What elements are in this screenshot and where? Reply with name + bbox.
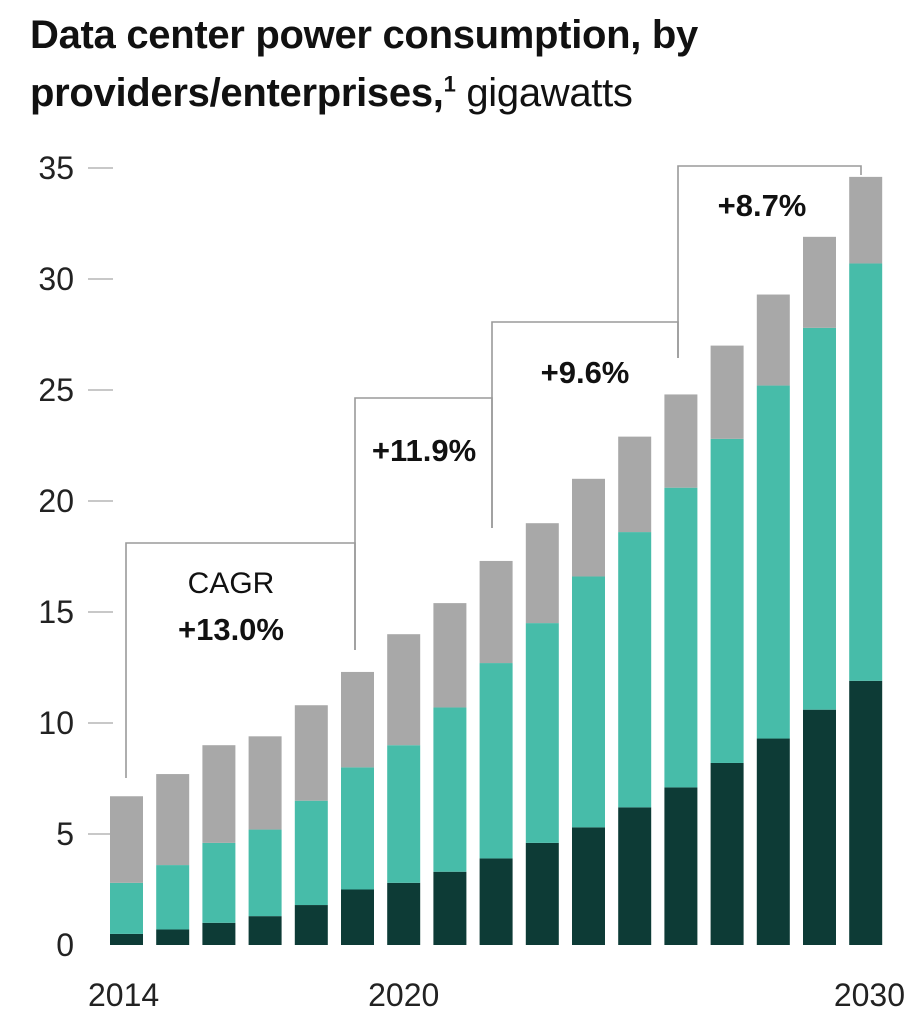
x-tick-label: 2020 [368,977,439,1013]
bar-segment-gray [618,436,652,533]
bar-segment-gray [387,634,421,746]
bar-segment-gray [849,176,883,264]
bar-segment-teal [756,385,790,739]
bar-segment-gray [202,745,236,843]
bar-segment-gray [525,523,559,624]
cagr-value: +9.6% [541,355,630,390]
bar-segment-gray [433,603,467,708]
cagr-label: CAGR [188,567,275,600]
y-tick-label: 35 [38,150,74,186]
bar-segment-dark [294,905,328,945]
chart-title: Data center power consumption, by provid… [30,6,910,122]
title-main: Data center power consumption, by provid… [30,13,698,115]
y-tick-label: 30 [38,261,74,297]
bar-segment-gray [156,774,190,866]
y-tick-label: 15 [38,594,74,630]
y-tick-label: 10 [38,705,74,741]
bar-segment-teal [387,745,421,883]
bar-segment-teal [572,576,605,828]
bar-segment-gray [572,478,605,577]
bar-segment-dark [341,889,374,945]
bar-segment-gray [110,796,143,883]
bar-segment-dark [710,762,744,945]
bar-segment-gray [341,671,374,768]
y-tick-label: 25 [38,372,74,408]
bar-segment-teal [294,800,328,906]
bar-segment-teal [525,623,559,843]
bar-segment-gray [294,705,328,801]
bar-segment-dark [756,738,790,945]
bar-segment-teal [156,865,190,930]
title-footnote: 1 [443,71,456,97]
bar-segment-dark [248,916,282,945]
bar-segment-dark [156,929,190,945]
bar-segment-gray [756,294,790,386]
bar-segment-gray [248,736,282,830]
bar-segment-teal [202,842,236,923]
bar-segment-gray [664,394,698,488]
x-tick-label: 2014 [88,977,159,1013]
bar-segment-dark [849,680,883,945]
bar-segment-teal [110,882,143,934]
bar-segment-dark [618,807,652,945]
bar-segment-dark [110,933,143,945]
x-tick-label: 2030 [834,977,905,1013]
bar-segment-dark [202,922,236,945]
title-unit: gigawatts [466,71,633,115]
y-tick-label: 0 [56,927,74,963]
bar-segment-dark [664,787,698,945]
bar-segment-teal [341,767,374,890]
bar-segment-dark [803,709,836,945]
y-tick-label: 20 [38,483,74,519]
bar-segment-teal [803,327,836,710]
y-tick-label: 5 [56,816,74,852]
cagr-value: +8.7% [718,188,807,223]
bar-segment-dark [387,882,421,945]
bar-segment-dark [525,842,559,945]
bar-segment-teal [618,532,652,808]
bar-segment-gray [710,345,744,439]
bar-segment-teal [479,663,513,859]
bar-segment-teal [710,438,744,763]
bar-segment-gray [479,560,513,664]
cagr-value: +13.0% [178,612,284,647]
cagr-value: +11.9% [372,433,476,468]
bar-segment-dark [479,858,513,945]
bar-segment-teal [664,487,698,788]
bar-segment-dark [572,827,605,945]
bar-segment-teal [849,263,883,681]
bar-segment-gray [803,236,836,328]
bar-segment-dark [433,871,467,945]
bar-segment-teal [248,829,282,917]
bar-segment-teal [433,707,467,872]
cagr-bracket [677,165,862,358]
